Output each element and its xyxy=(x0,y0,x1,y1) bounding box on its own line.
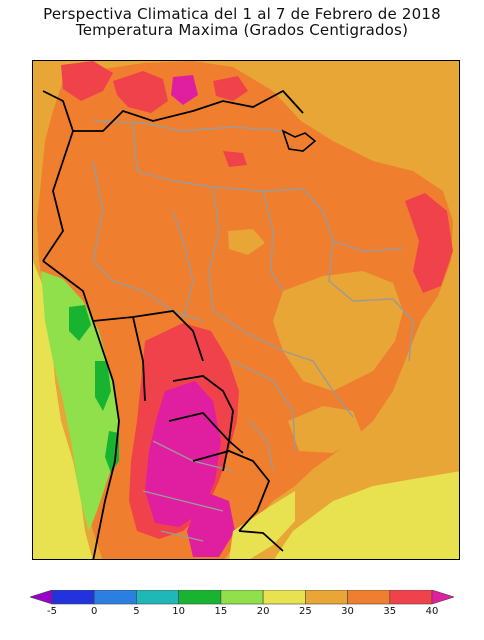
colorbar-tick-label: 0 xyxy=(91,606,98,617)
colorbar-tick-label: 25 xyxy=(298,606,312,617)
north-hot-zone-1 xyxy=(61,61,113,101)
south-light-patch xyxy=(288,406,363,453)
colorbar-bin xyxy=(431,590,454,605)
central-light-patch xyxy=(228,229,265,255)
colorbar-tick-label: -5 xyxy=(47,606,57,617)
andes-cool-zone xyxy=(41,271,119,531)
map-panel xyxy=(32,60,460,560)
temperature-map xyxy=(33,61,459,559)
atlantic-yellow-zone xyxy=(274,471,459,559)
north-hot-zone-3 xyxy=(171,75,198,105)
map-title: Perspectiva Climatica del 1 al 7 de Febr… xyxy=(0,6,484,38)
colorbar-bin xyxy=(389,590,433,605)
colorbar-bin xyxy=(93,590,137,605)
colorbar-svg xyxy=(30,590,454,605)
andes-cold-zone-1 xyxy=(69,305,91,341)
colorbar-bin xyxy=(136,590,179,605)
colorbar-tick-label: 10 xyxy=(172,606,186,617)
colorbar-bin xyxy=(305,590,348,605)
colorbar-tick-label: 40 xyxy=(425,606,439,617)
colorbar-bin xyxy=(347,590,391,605)
colorbar-tick-label: 30 xyxy=(341,606,354,617)
pampas-extreme-zone xyxy=(145,381,221,527)
colorbar: -5 0 5 10 15 20 25 30 35 40 xyxy=(30,590,454,630)
colorbar-bin xyxy=(262,590,306,605)
title-line-2: Temperatura Maxima (Grados Centigrados) xyxy=(75,21,409,39)
amazon-delta xyxy=(281,129,317,152)
title-line-1: Perspectiva Climatica del 1 al 7 de Febr… xyxy=(43,5,441,23)
colorbar-bin xyxy=(220,590,264,605)
country-borders xyxy=(42,89,304,559)
colorbar-bin xyxy=(30,590,53,605)
colorbar-bin xyxy=(51,590,95,605)
colorbar-tick-label: 35 xyxy=(383,606,397,617)
north-hot-zone-2 xyxy=(113,71,168,113)
colorbar-bin xyxy=(178,590,222,605)
state-borders xyxy=(92,120,414,542)
andes-cold-zone-2 xyxy=(95,361,111,411)
colorbar-tick-label: 15 xyxy=(214,606,228,617)
northeast-hot-zone xyxy=(405,193,453,293)
plateau-light-zone xyxy=(273,271,403,391)
coastal-hot-zone xyxy=(223,151,247,167)
north-hot-zone-4 xyxy=(213,76,248,101)
colorbar-tick-label: 20 xyxy=(256,606,270,617)
pacific-yellow-zone xyxy=(33,261,93,559)
southeast-yellow-coast xyxy=(229,491,295,559)
colorbar-tick-label: 5 xyxy=(133,606,140,617)
